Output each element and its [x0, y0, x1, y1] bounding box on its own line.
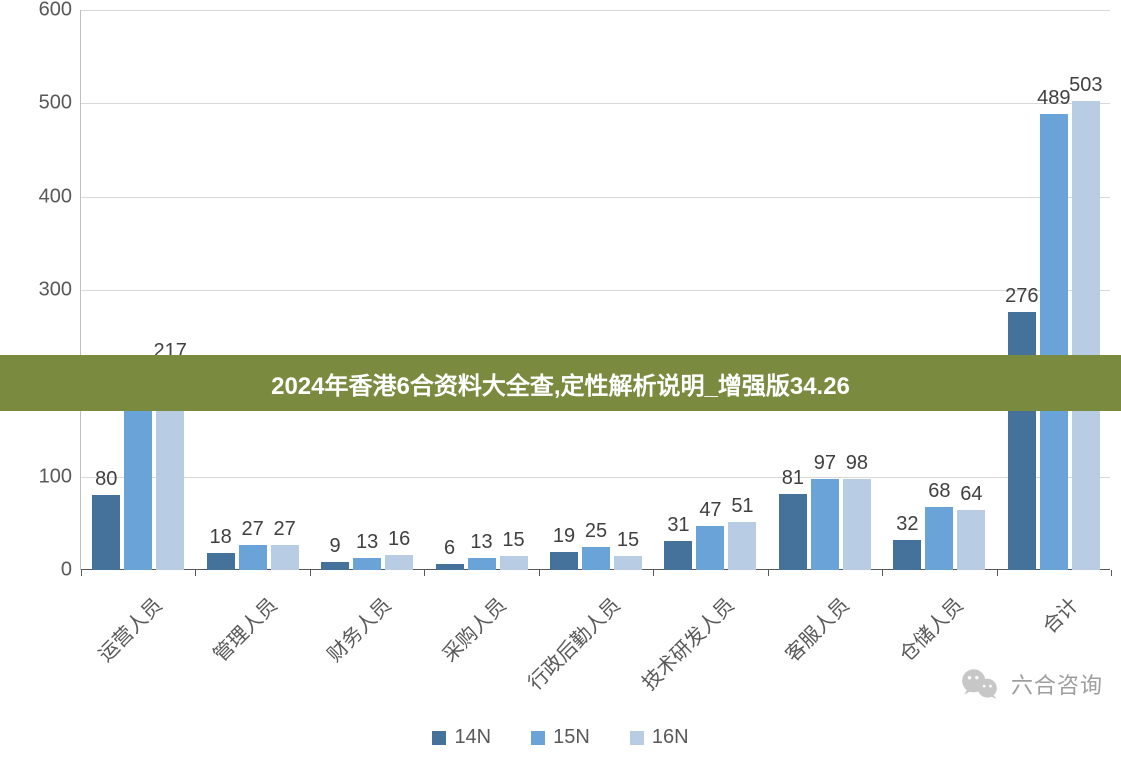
- bar: [1072, 101, 1100, 570]
- overlay-banner-text: 2024年香港6合资料大全查,定性解析说明_增强版34.26: [271, 366, 850, 401]
- bar-value-label: 13: [470, 531, 492, 554]
- bar: [385, 555, 413, 570]
- x-axis-tick: [997, 570, 998, 576]
- y-tick-label: 0: [61, 559, 72, 582]
- x-category-label: 管理人员: [177, 590, 282, 695]
- bar: [207, 553, 235, 570]
- bar-value-label: 47: [699, 499, 721, 522]
- bar: [664, 541, 692, 570]
- bar-value-label: 25: [585, 520, 607, 543]
- bar-value-label: 31: [667, 514, 689, 537]
- bar-value-label: 32: [896, 513, 918, 536]
- grid-line: [81, 103, 1110, 104]
- bar: [239, 545, 267, 570]
- x-axis-tick: [768, 570, 769, 576]
- bar: [321, 562, 349, 570]
- bar: [550, 552, 578, 570]
- grid-line: [81, 197, 1110, 198]
- x-axis-tick: [310, 570, 311, 576]
- bar: [1008, 312, 1036, 570]
- bar: [271, 545, 299, 570]
- wechat-badge: 六合咨询: [959, 663, 1103, 705]
- bar-value-label: 9: [330, 535, 341, 558]
- bar: [925, 507, 953, 570]
- bar-value-label: 27: [274, 518, 296, 541]
- bar-value-label: 15: [617, 529, 639, 552]
- bar: [436, 564, 464, 570]
- plot-area: 8019921718272791316613151925153147518197…: [80, 10, 1110, 570]
- x-category-label: 技术研发人员: [635, 590, 740, 695]
- x-category-label: 客服人员: [749, 590, 854, 695]
- y-axis: 0100200300400500600: [30, 10, 80, 570]
- bar: [957, 510, 985, 570]
- bar: [582, 547, 610, 570]
- bar: [893, 540, 921, 570]
- legend-item: 15N: [531, 726, 590, 749]
- y-tick-label: 400: [39, 185, 72, 208]
- bar: [92, 495, 120, 570]
- bar-value-label: 97: [814, 452, 836, 475]
- legend-swatch: [432, 731, 446, 745]
- legend-label: 14N: [454, 726, 491, 749]
- bar: [614, 556, 642, 570]
- bar: [696, 526, 724, 570]
- bar-value-label: 18: [210, 526, 232, 549]
- grid-line: [81, 290, 1110, 291]
- bar-value-label: 13: [356, 531, 378, 554]
- bar-value-label: 16: [388, 528, 410, 551]
- legend-item: 14N: [432, 726, 491, 749]
- bar-value-label: 27: [242, 518, 264, 541]
- x-axis-tick: [81, 570, 82, 576]
- bar-value-label: 19: [553, 525, 575, 548]
- bar: [353, 558, 381, 570]
- bar: [468, 558, 496, 570]
- bar-value-label: 276: [1005, 285, 1038, 308]
- x-axis-tick: [653, 570, 654, 576]
- bar-value-label: 6: [444, 537, 455, 560]
- grid-line: [81, 477, 1110, 478]
- x-axis-tick: [1111, 570, 1112, 576]
- bar-value-label: 15: [502, 529, 524, 552]
- bar-value-label: 80: [95, 468, 117, 491]
- bar-chart: 0100200300400500600 80199217182727913166…: [30, 10, 1110, 570]
- grid-line: [81, 10, 1110, 11]
- bar: [500, 556, 528, 570]
- bar-value-label: 51: [731, 495, 753, 518]
- y-tick-label: 100: [39, 465, 72, 488]
- bar: [779, 494, 807, 570]
- wechat-badge-text: 六合咨询: [1011, 668, 1103, 700]
- bar-value-label: 489: [1037, 87, 1070, 110]
- legend-swatch: [630, 731, 644, 745]
- legend: 14N 15N 16N: [0, 726, 1121, 749]
- bar: [728, 522, 756, 570]
- bar-value-label: 81: [782, 467, 804, 490]
- x-category-label: 行政后勤人员: [520, 590, 625, 695]
- y-tick-label: 500: [39, 92, 72, 115]
- legend-item: 16N: [630, 726, 689, 749]
- x-category-label: 仓储人员: [863, 590, 968, 695]
- bar-value-label: 98: [846, 452, 868, 475]
- x-axis-tick: [882, 570, 883, 576]
- x-category-label: 运营人员: [62, 590, 167, 695]
- x-axis-tick: [195, 570, 196, 576]
- bar-value-label: 64: [960, 483, 982, 506]
- wechat-icon: [959, 663, 1001, 705]
- y-tick-label: 600: [39, 0, 72, 22]
- bar-value-label: 68: [928, 480, 950, 503]
- bar: [843, 479, 871, 570]
- bar: [811, 479, 839, 570]
- legend-label: 15N: [553, 726, 590, 749]
- overlay-banner: 2024年香港6合资料大全查,定性解析说明_增强版34.26: [0, 355, 1121, 411]
- x-category-label: 采购人员: [406, 590, 511, 695]
- x-category-label: 财务人员: [291, 590, 396, 695]
- x-axis-tick: [539, 570, 540, 576]
- y-tick-label: 300: [39, 279, 72, 302]
- x-axis-tick: [424, 570, 425, 576]
- legend-swatch: [531, 731, 545, 745]
- bar: [124, 384, 152, 570]
- bar-value-label: 503: [1069, 74, 1102, 97]
- legend-label: 16N: [652, 726, 689, 749]
- bar: [1040, 114, 1068, 570]
